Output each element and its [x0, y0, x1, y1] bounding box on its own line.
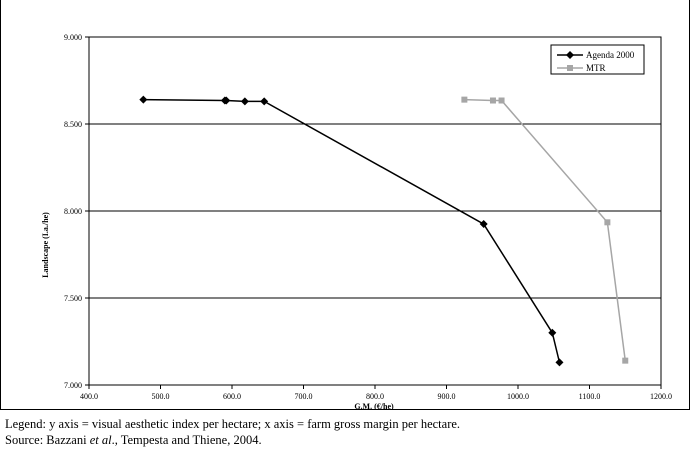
- series-0-point-6: [548, 328, 557, 337]
- series-1: [461, 96, 629, 364]
- series-1-point-2: [498, 97, 505, 104]
- y-tick-label-3: 8.500: [64, 120, 82, 129]
- source-etal: et al: [89, 433, 112, 447]
- x-tick-label-3: 700.0: [295, 392, 313, 401]
- series-line-0: [143, 98, 561, 363]
- legend-label-0: Agenda 2000: [586, 50, 635, 60]
- x-tick-label-2: 600.0: [223, 392, 241, 401]
- series-0-point-5: [479, 220, 488, 229]
- series-1-point-0: [461, 96, 468, 103]
- y-axis-title: Landscape (I.a./he): [41, 212, 50, 278]
- x-tick-label-1: 500.0: [152, 392, 170, 401]
- chart-frame: 7.000 7.500 8.000 8.500 9.000 400.0 500.0 600.…: [0, 0, 690, 410]
- x-tick-label-0: 400.0: [80, 392, 98, 401]
- x-tick-label-4: 800.0: [366, 392, 384, 401]
- y-tick-label-2: 8.000: [64, 207, 82, 216]
- grid-lines: [89, 36, 661, 299]
- y-tick-labels: 7.000 7.500 8.000 8.500 9.000: [64, 33, 82, 390]
- source-prefix: Source: Bazzani: [5, 433, 90, 447]
- legend-marker-0: [566, 51, 574, 59]
- series-0-point-7: [555, 358, 564, 367]
- caption-legend-line: Legend: y axis = visual aesthetic index …: [5, 417, 461, 431]
- caption-source-line: Source: Bazzani et al., Tempesta and Thi…: [5, 432, 685, 448]
- y-tick-label-1: 7.500: [64, 294, 82, 303]
- line-chart: 7.000 7.500 8.000 8.500 9.000 400.0 500.0 600.…: [41, 33, 672, 410]
- figure-caption: Legend: y axis = visual aesthetic index …: [5, 416, 685, 448]
- source-suffix: ., Tempesta and Thiene, 2004.: [111, 433, 262, 447]
- x-axis-title: G.M. (€/he): [354, 402, 394, 410]
- series-1-point-4: [622, 357, 629, 364]
- y-tick-label-0: 7.000: [64, 381, 82, 390]
- series-1-point-1: [489, 97, 496, 104]
- y-tick-label-4: 9.000: [64, 33, 82, 42]
- series-1-point-3: [604, 219, 611, 226]
- series-layer: [139, 95, 629, 367]
- x-tick-labels: 400.0 500.0 600.0 700.0 800.0 900.0 1000.0 1100…: [80, 392, 672, 401]
- legend-label-1: MTR: [586, 63, 606, 73]
- series-0-point-3: [240, 97, 249, 106]
- series-0: [139, 95, 564, 367]
- series-0-point-4: [260, 97, 269, 106]
- x-tick-label-8: 1200.0: [650, 392, 672, 401]
- legend: Agenda 2000 MTR: [550, 44, 645, 75]
- series-0-point-2: [222, 96, 231, 105]
- x-tick-label-5: 900.0: [438, 392, 456, 401]
- legend-marker-1: [567, 65, 573, 71]
- axes: [85, 36, 662, 389]
- legend-box: [550, 44, 645, 75]
- x-tick-label-6: 1000.0: [507, 392, 529, 401]
- series-0-point-0: [139, 95, 148, 104]
- x-tick-label-7: 1100.0: [579, 392, 601, 401]
